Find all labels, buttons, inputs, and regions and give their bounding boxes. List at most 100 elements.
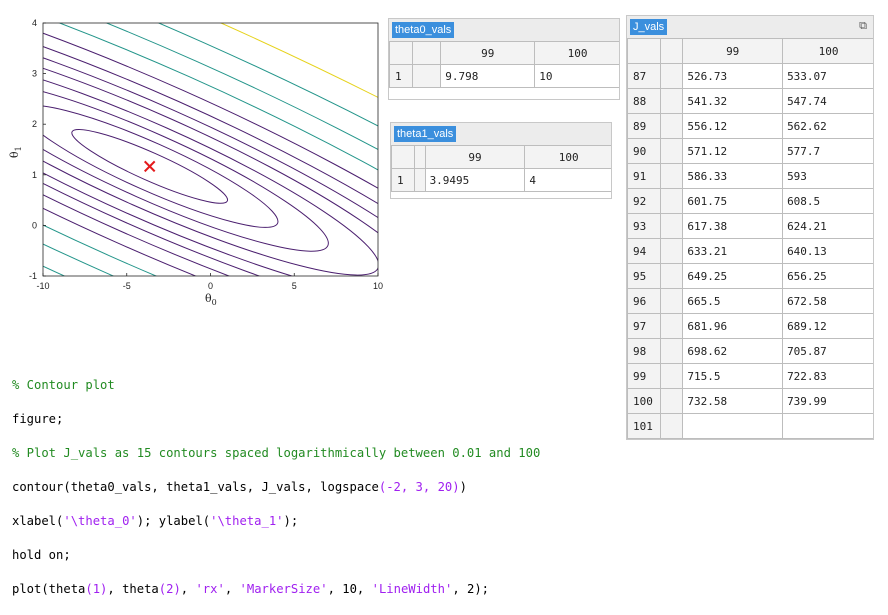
row-header[interactable]: 100 — [627, 388, 661, 414]
code-line: figure; — [12, 412, 64, 426]
grid-cell[interactable]: 633.21 — [682, 238, 784, 264]
grid-cell[interactable]: 601.75 — [682, 188, 784, 214]
row-gutter — [659, 188, 684, 214]
contour-line — [71, 129, 229, 204]
table-row[interactable]: 97 681.96 689.12 — [627, 313, 873, 339]
grid-cell[interactable]: 689.12 — [782, 313, 873, 339]
row-gutter — [659, 63, 684, 89]
grid-cell[interactable]: 722.83 — [782, 363, 873, 389]
table-row[interactable]: 90 571.12 577.7 — [627, 138, 873, 164]
grid-cell[interactable] — [682, 413, 784, 439]
grid-cell[interactable]: 547.74 — [782, 88, 873, 114]
row-header[interactable]: 94 — [627, 238, 661, 264]
grid-cell[interactable]: 586.33 — [682, 163, 784, 189]
code-line: contour(theta0_vals, theta1_vals, J_vals… — [12, 480, 467, 494]
table-row[interactable]: 101 — [627, 413, 873, 439]
grid-cell[interactable]: 533.07 — [782, 63, 873, 89]
row-header[interactable]: 88 — [627, 88, 661, 114]
grid-cell[interactable]: 656.25 — [782, 263, 873, 289]
code-editor[interactable]: % Contour plot figure; % Plot J_vals as … — [12, 360, 612, 615]
panel-title[interactable]: J_vals — [630, 19, 668, 35]
row-gutter — [659, 363, 684, 389]
undock-icon[interactable]: ⧉ — [859, 20, 867, 32]
table-row[interactable]: 98 698.62 705.87 — [627, 338, 873, 364]
col-header[interactable]: 99 — [424, 145, 526, 169]
row-header[interactable]: 97 — [627, 313, 661, 339]
row-gutter — [659, 238, 684, 264]
theta1-vals-panel[interactable]: theta1_vals 99 100 1 3.9495 4 — [390, 122, 612, 199]
grid-cell[interactable]: 562.62 — [782, 113, 873, 139]
col-header[interactable]: 99 — [682, 38, 784, 64]
table-row[interactable]: 100 732.58 739.99 — [627, 388, 873, 414]
grid-cell[interactable]: 4 — [524, 168, 611, 192]
col-header[interactable]: 99 — [440, 41, 536, 65]
table-row[interactable]: 91 586.33 593 — [627, 163, 873, 189]
y-tick-label: 3 — [32, 69, 37, 79]
table-row[interactable]: 92 601.75 608.5 — [627, 188, 873, 214]
row-header[interactable]: 95 — [627, 263, 661, 289]
row-gutter — [659, 263, 684, 289]
row-header[interactable]: 93 — [627, 213, 661, 239]
grid-cell[interactable]: 698.62 — [682, 338, 784, 364]
row-header[interactable]: 101 — [627, 413, 661, 439]
grid-cell[interactable]: 10 — [534, 64, 619, 88]
code-line: % Plot J_vals as 15 contours spaced loga… — [12, 446, 541, 460]
row-header[interactable]: 99 — [627, 363, 661, 389]
row-header[interactable]: 96 — [627, 288, 661, 314]
row-gutter — [659, 88, 684, 114]
grid-cell[interactable]: 665.5 — [682, 288, 784, 314]
table-row[interactable]: 88 541.32 547.74 — [627, 88, 873, 114]
grid-cell[interactable] — [782, 413, 873, 439]
j-vals-panel[interactable]: J_vals ⧉ 99 100 87 526.73 533.07 88 541.32 54… — [626, 15, 874, 440]
col-header[interactable]: 100 — [534, 41, 619, 65]
row-header[interactable]: 92 — [627, 188, 661, 214]
panel-title[interactable]: theta0_vals — [392, 22, 455, 38]
grid-cell[interactable]: 640.13 — [782, 238, 873, 264]
table-row[interactable]: 87 526.73 533.07 — [627, 63, 873, 89]
grid-cell[interactable]: 739.99 — [782, 388, 873, 414]
grid-cell[interactable]: 571.12 — [682, 138, 784, 164]
row-header[interactable]: 91 — [627, 163, 661, 189]
grid-cell[interactable]: 608.5 — [782, 188, 873, 214]
grid-cell[interactable]: 649.25 — [682, 263, 784, 289]
table-row[interactable]: 99 715.5 722.83 — [627, 363, 873, 389]
row-header[interactable]: 1 — [389, 64, 413, 88]
theta0-vals-grid[interactable]: 99 100 1 9.798 10 — [389, 41, 619, 88]
j-vals-grid[interactable]: 99 100 87 526.73 533.07 88 541.32 547.74 89 556… — [627, 38, 873, 439]
contour-line — [43, 34, 378, 276]
table-row[interactable]: 89 556.12 562.62 — [627, 113, 873, 139]
row-header[interactable]: 1 — [391, 168, 415, 192]
row-gutter — [659, 388, 684, 414]
table-row[interactable]: 96 665.5 672.58 — [627, 288, 873, 314]
row-header[interactable]: 89 — [627, 113, 661, 139]
grid-cell[interactable]: 9.798 — [440, 64, 536, 88]
grid-cell[interactable]: 526.73 — [682, 63, 784, 89]
grid-cell[interactable]: 617.38 — [682, 213, 784, 239]
grid-cell[interactable]: 681.96 — [682, 313, 784, 339]
table-row[interactable]: 93 617.38 624.21 — [627, 213, 873, 239]
table-row[interactable]: 94 633.21 640.13 — [627, 238, 873, 264]
x-tick-label: 5 — [292, 281, 297, 291]
marker-stroke — [143, 160, 156, 173]
contour-line — [43, 23, 378, 276]
corner-cell — [659, 38, 684, 64]
table-row[interactable]: 95 649.25 656.25 — [627, 263, 873, 289]
grid-cell[interactable]: 577.7 — [782, 138, 873, 164]
grid-cell[interactable]: 705.87 — [782, 338, 873, 364]
theta0-vals-panel[interactable]: theta0_vals 99 100 1 9.798 10 — [388, 18, 620, 100]
grid-cell[interactable]: 732.58 — [682, 388, 784, 414]
grid-cell[interactable]: 715.5 — [682, 363, 784, 389]
grid-cell[interactable]: 556.12 — [682, 113, 784, 139]
theta1-vals-grid[interactable]: 99 100 1 3.9495 4 — [391, 145, 611, 192]
col-header[interactable]: 100 — [524, 145, 611, 169]
grid-cell[interactable]: 593 — [782, 163, 873, 189]
row-header[interactable]: 98 — [627, 338, 661, 364]
row-header[interactable]: 90 — [627, 138, 661, 164]
panel-title[interactable]: theta1_vals — [394, 126, 457, 142]
grid-cell[interactable]: 672.58 — [782, 288, 873, 314]
grid-cell[interactable]: 541.32 — [682, 88, 784, 114]
col-header[interactable]: 100 — [782, 38, 873, 64]
row-header[interactable]: 87 — [627, 63, 661, 89]
grid-cell[interactable]: 3.9495 — [424, 168, 526, 192]
grid-cell[interactable]: 624.21 — [782, 213, 873, 239]
